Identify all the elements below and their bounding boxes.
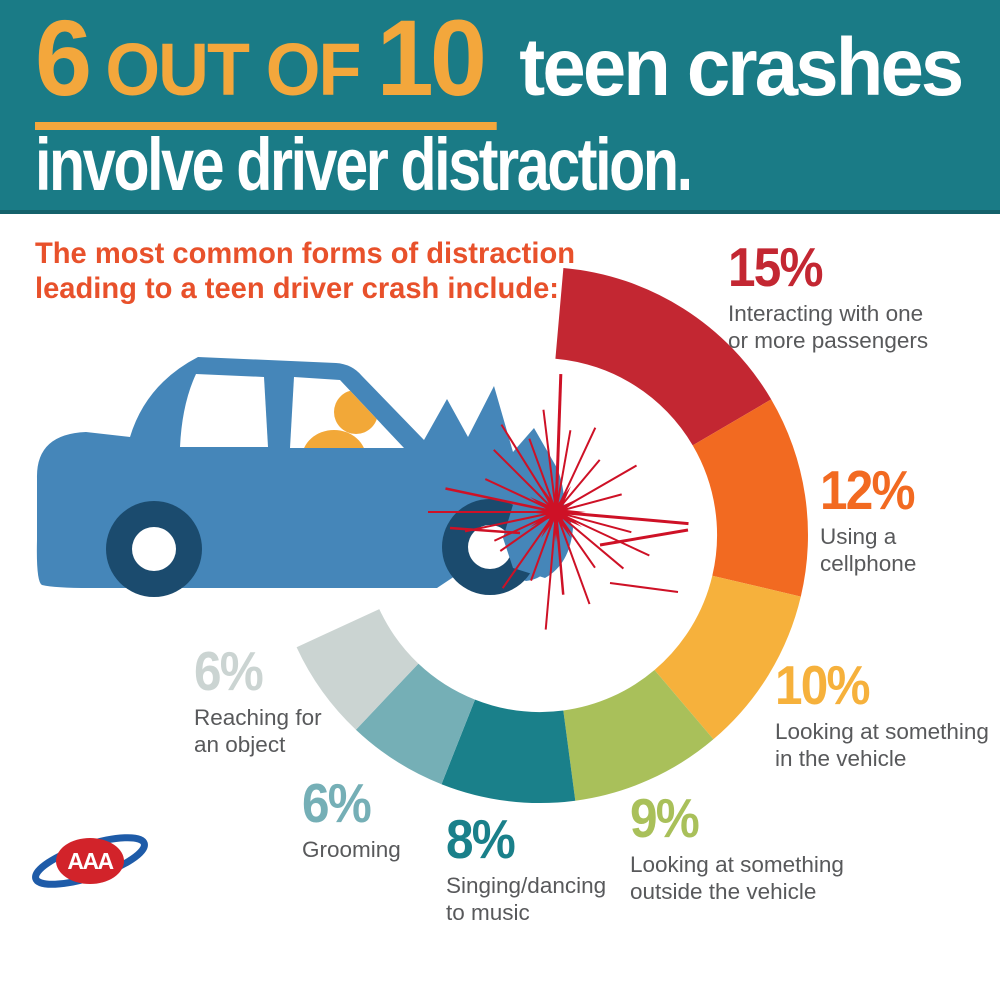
stat-label: Grooming <box>302 837 401 863</box>
stat-label: Singing/dancing to music <box>446 873 607 926</box>
stat-label: Interacting with one or more passengers <box>728 301 929 354</box>
stat-percentage: 8% <box>446 808 516 870</box>
stat-percentage: 6% <box>302 772 372 834</box>
crash-ray <box>464 512 549 533</box>
headline-line1: 6 OUT OF 10 teen crashes <box>35 0 964 130</box>
donut-segment-6% <box>355 663 475 785</box>
stat-percentage: 15% <box>728 236 823 298</box>
crash-streak <box>449 526 521 535</box>
stat-label: Using a cellphone <box>820 524 917 577</box>
crash-ray <box>493 514 550 542</box>
stat-percentage: 12% <box>820 459 915 521</box>
headline-number-10: 10 <box>376 0 487 118</box>
crash-ray <box>445 487 549 512</box>
donut-segment-10% <box>654 575 801 740</box>
crash-streak <box>599 528 689 547</box>
crash-ray <box>562 514 650 557</box>
aaa-logo-text: AAA <box>67 848 113 874</box>
crash-ray <box>542 409 557 505</box>
crash-burst-icon <box>428 374 689 630</box>
crash-ray <box>560 459 601 507</box>
crash-ray <box>500 424 553 506</box>
aaa-logo-oval <box>56 838 124 884</box>
headline-highlight-underlined: 6 OUT OF 10 <box>35 0 497 130</box>
donut-segment-9% <box>563 670 714 801</box>
stat-looking-outside-vehicle: 9% Looking at something outside the vehi… <box>630 787 844 905</box>
crash-ray <box>530 519 555 581</box>
aaa-logo: AAA <box>32 834 148 888</box>
stat-label: Reaching for an object <box>194 705 322 758</box>
crash-ray <box>499 515 551 552</box>
stat-percentage: 9% <box>630 787 700 849</box>
headline-number-6: 6 <box>35 0 92 118</box>
stat-looking-inside-vehicle: 10% Looking at something in the vehicle <box>775 654 989 772</box>
stat-grooming: 6% Grooming <box>302 772 401 863</box>
crash-streak <box>609 582 679 593</box>
crash-ray <box>563 493 622 511</box>
car-rear-wheel <box>106 501 202 597</box>
stat-using-a-cellphone: 12% Using a cellphone <box>820 459 924 577</box>
crash-ray <box>563 511 689 526</box>
stat-label: Looking at something in the vehicle <box>775 719 989 772</box>
donut-segment-8% <box>441 699 576 804</box>
crash-ray <box>544 519 557 630</box>
car-rear-window <box>180 374 268 447</box>
donut-arc-segments <box>296 268 808 804</box>
stat-interacting-with-passengers: 15% Interacting with one or more passeng… <box>728 236 929 354</box>
crash-ray <box>558 427 597 506</box>
donut-segment-6% <box>296 609 419 730</box>
crash-ray <box>557 519 591 605</box>
donut-segment-15% <box>555 268 772 446</box>
crash-ray <box>555 519 565 595</box>
crash-ray <box>556 430 572 505</box>
donut-segment-12% <box>692 399 808 597</box>
crash-ray <box>559 517 596 569</box>
headline-teen-crashes: teen crashes <box>519 22 964 113</box>
driver-torso <box>302 430 366 448</box>
crash-ray <box>554 374 563 505</box>
stat-label: Looking at something outside the vehicle <box>630 852 844 905</box>
header-banner: 6 OUT OF 10 teen crashes involve driver … <box>0 0 1000 214</box>
stat-percentage: 6% <box>194 640 264 702</box>
headline-out-of: OUT OF <box>105 28 361 111</box>
crash-ray <box>493 449 552 508</box>
crashed-car-illustration <box>36 357 573 597</box>
stat-percentage: 10% <box>775 654 870 716</box>
chart-subtitle-line1: The most common forms of distraction <box>35 237 576 270</box>
crash-core <box>526 482 586 542</box>
crash-ray <box>501 517 553 589</box>
stat-reaching-for-object: 6% Reaching for an object <box>194 640 322 758</box>
crash-ray <box>484 478 550 510</box>
crash-ray <box>563 513 632 534</box>
chart-subtitle-line2: leading to a teen driver crash include: <box>35 272 559 306</box>
crash-ray <box>561 516 625 570</box>
crash-ray <box>528 438 555 505</box>
chart-subtitle: The most common forms of distraction lea… <box>35 236 575 306</box>
headline-line2: involve driver distraction. <box>35 123 693 206</box>
stat-singing-dancing-to-music: 8% Singing/dancing to music <box>446 808 607 926</box>
